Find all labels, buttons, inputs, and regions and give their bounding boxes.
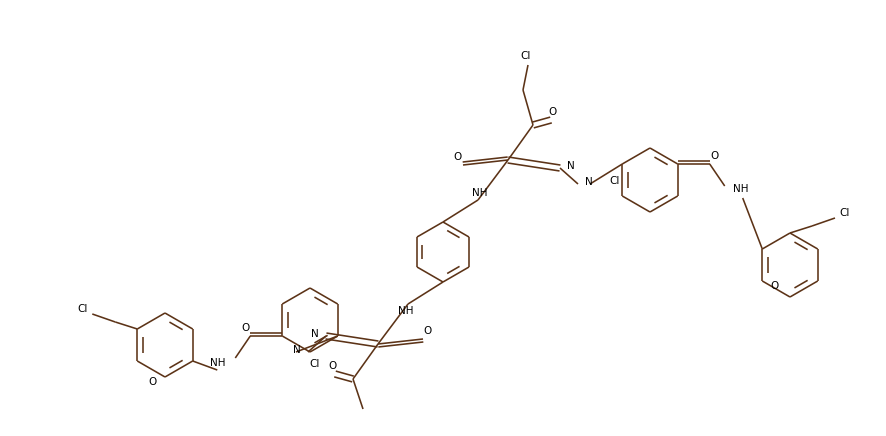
Text: O: O [329,361,337,371]
Text: O: O [454,152,462,162]
Text: Cl: Cl [77,304,88,314]
Text: Cl: Cl [309,359,320,369]
Text: O: O [241,323,249,333]
Text: Cl: Cl [609,176,618,186]
Text: N: N [585,177,592,187]
Text: O: O [424,326,431,336]
Text: Cl: Cl [520,51,531,61]
Text: NH: NH [210,358,225,368]
Text: Cl: Cl [839,208,849,218]
Text: NH: NH [398,306,413,316]
Text: NH: NH [471,188,487,198]
Text: N: N [566,161,574,171]
Text: N: N [311,329,319,339]
Text: O: O [548,107,556,117]
Text: O: O [710,151,718,161]
Text: N: N [293,345,300,355]
Text: NH: NH [732,184,748,194]
Text: O: O [769,281,778,291]
Text: O: O [149,377,157,387]
